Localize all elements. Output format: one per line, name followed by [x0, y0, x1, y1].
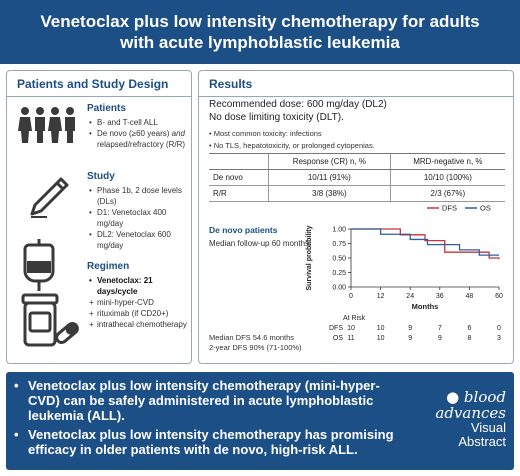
row-label: R/R	[209, 185, 269, 202]
series-line-os	[351, 228, 499, 256]
toxicity-text: Most common toxicity: infections	[213, 129, 322, 138]
x-tick-label: 12	[377, 293, 385, 300]
at-risk-value: 10	[377, 325, 385, 332]
patients-study-design-panel: Patients and Study Design Patients B- an…	[6, 70, 192, 364]
y-tick-label: 0.00	[332, 285, 346, 292]
cohort-text: De novo (≥60 years)	[97, 129, 172, 138]
at-risk-value: 0	[497, 325, 501, 332]
study-item: D1: Venetoclax 400 mg/day	[89, 207, 191, 229]
summary-text: Venetoclax plus low intensity chemothera…	[28, 427, 394, 457]
results-panel: Results Recommended dose: 600 mg/day (DL…	[198, 70, 514, 364]
at-risk-value: 10	[347, 325, 355, 332]
iv-bag-pills-icon	[21, 239, 79, 347]
summary-point: • Venetoclax plus low intensity chemothe…	[14, 378, 396, 423]
pen-icon	[30, 177, 69, 218]
x-axis-label: Months	[412, 302, 439, 311]
study-title: Study	[87, 171, 115, 182]
logo-blood: ● blood	[446, 388, 506, 406]
cohort-and: and	[171, 129, 186, 138]
x-tick-label: 0	[349, 293, 353, 300]
summary-text: Venetoclax plus low intensity chemothera…	[28, 378, 380, 423]
summary-point: • Venetoclax plus low intensity chemothe…	[14, 427, 396, 457]
regimen-item: intrathecal chemotherapy	[89, 319, 191, 330]
table-header-row: Response (CR) n, % MRD-negative n, %	[209, 153, 505, 170]
people-icon	[18, 107, 75, 143]
cohort-text-rr: relapsed/refractory (R/R)	[97, 140, 186, 149]
at-risk-value: 11	[347, 335, 354, 342]
x-tick-label: 36	[436, 293, 444, 300]
regimen-main: Venetoclax: 21 days/cycle	[89, 275, 191, 297]
study-item: Phase 1b, 2 dose levels (DLs)	[89, 185, 191, 207]
x-tick-label: 24	[406, 293, 414, 300]
y-axis-label: Survival probability	[306, 225, 313, 290]
legend-label: OS	[480, 204, 491, 213]
bullet-glyph: •	[14, 378, 19, 393]
cr-cell: 3/8 (38%)	[268, 185, 391, 202]
legend-label: DFS	[442, 204, 457, 213]
mrd-cell: 10/10 (100%)	[389, 169, 505, 186]
median-dfs: Median DFS 54.6 months	[209, 333, 295, 342]
panel-title: Results	[199, 71, 513, 97]
patients-section: Patients B- and T-cell ALL De novo (≥60 …	[87, 103, 191, 150]
cr-cell: 10/11 (91%)	[268, 169, 391, 186]
study-section: Study Phase 1b, 2 dose levels (DLs) D1: …	[87, 171, 191, 251]
toxicity-bullet: • No TLS, hepatotoxicity, or prolonged c…	[209, 141, 375, 150]
mrd-cell: 2/3 (67%)	[389, 185, 505, 202]
logo-visual: Visual	[470, 420, 506, 435]
y-tick-label: 0.75	[332, 241, 346, 248]
at-risk-row-label: DFS	[329, 325, 343, 332]
regimen-item: mini-hyper-CVD	[89, 297, 191, 308]
at-risk-value: 9	[408, 335, 412, 342]
patients-item-cohorts: De novo (≥60 years) and relapsed/refract…	[89, 128, 191, 150]
at-risk-value: 3	[497, 335, 501, 342]
table-row: De novo 10/11 (91%) 10/10 (100%)	[209, 169, 505, 186]
y-tick-label: 0.25	[332, 270, 346, 277]
patients-title: Patients	[87, 103, 126, 114]
x-tick-label: 60	[495, 293, 503, 300]
study-item: DL2: Venetoclax 600 mg/day	[89, 229, 191, 251]
patients-item: B- and T-cell ALL	[89, 117, 191, 128]
table-header: Response (CR) n, %	[268, 153, 391, 170]
summary-banner: • Venetoclax plus low intensity chemothe…	[6, 372, 514, 470]
two-year-dfs: 2-year DFS 90% (71-100%)	[209, 343, 302, 352]
table-header	[209, 153, 269, 170]
at-risk-value: 7	[438, 325, 442, 332]
table-row: R/R 3/8 (38%) 2/3 (67%)	[209, 185, 505, 202]
at-risk-value: 8	[467, 335, 471, 342]
series-line-dfs	[351, 228, 500, 260]
at-risk-value: 6	[467, 325, 471, 332]
regimen-section: Regimen Venetoclax: 21 days/cycle mini-h…	[87, 261, 191, 330]
km-title: De novo patients	[209, 225, 278, 235]
panel-title: Patients and Study Design	[7, 71, 191, 97]
blood-advances-logo: ● blood advances Visual Abstract	[424, 390, 506, 449]
at-risk-row-label: OS	[333, 335, 343, 342]
logo-advances: advances	[435, 404, 506, 422]
at-risk-value: 9	[408, 325, 412, 332]
recommended-dose: Recommended dose: 600 mg/day (DL2)	[209, 99, 387, 110]
regimen-title: Regimen	[87, 261, 130, 272]
y-tick-label: 0.50	[332, 256, 346, 263]
logo-abstract: Abstract	[458, 434, 506, 449]
response-table: Response (CR) n, % MRD-negative n, % De …	[209, 153, 505, 202]
toxicity-bullet: • Most common toxicity: infections	[209, 129, 322, 138]
table-header: MRD-negative n, %	[389, 153, 505, 170]
toxicity-text: No TLS, hepatotoxicity, or prolonged cyt…	[213, 141, 375, 150]
x-tick-label: 48	[466, 293, 474, 300]
km-subtitle: Median follow-up 60 months.	[209, 239, 312, 248]
logo-word: blood	[463, 388, 506, 406]
dlt-statement: No dose limiting toxicity (DLT).	[209, 112, 344, 123]
at-risk-value: 9	[438, 335, 442, 342]
page-title: Venetoclax plus low intensity chemothera…	[40, 12, 480, 52]
km-chart: 0.000.250.500.751.000 12 24 36 48 60MonthsSur…	[306, 204, 503, 343]
regimen-item: rituximab (if CD20+)	[89, 308, 191, 319]
row-label: De novo	[209, 169, 269, 186]
at-risk-value: 10	[377, 335, 385, 342]
bullet-glyph: •	[14, 427, 19, 442]
at-risk-label: At Risk	[343, 315, 366, 322]
header-banner: Venetoclax plus low intensity chemothera…	[0, 0, 520, 64]
y-tick-label: 1.00	[332, 227, 346, 234]
